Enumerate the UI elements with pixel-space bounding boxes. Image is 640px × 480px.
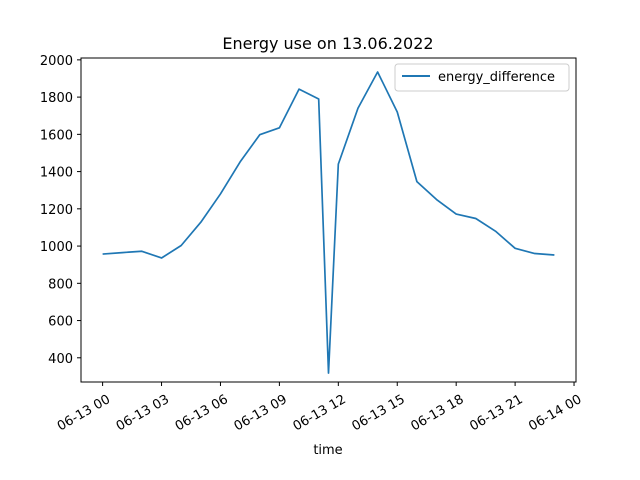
legend: energy_difference bbox=[394, 63, 570, 92]
x-tick-label: 06-13 15 bbox=[350, 392, 408, 434]
legend-box bbox=[394, 63, 570, 92]
plot-area bbox=[80, 57, 577, 383]
chart-title: Energy use on 13.06.2022 bbox=[222, 34, 433, 53]
y-tick-label: 800 bbox=[48, 277, 73, 292]
x-tick-label: 06-13 06 bbox=[173, 392, 231, 434]
y-axis: 400 600 800 1000 1200 1400 1600 1800 2000 bbox=[40, 54, 81, 367]
x-axis-label: time bbox=[313, 443, 342, 458]
y-tick-label: 2000 bbox=[40, 54, 73, 69]
y-tick-label: 1400 bbox=[40, 166, 73, 181]
x-axis: 06-13 00 06-13 03 06-13 06 06-13 09 06-13 12… bbox=[55, 382, 584, 434]
y-tick-label: 1600 bbox=[40, 128, 73, 143]
x-tick-label: 06-13 03 bbox=[114, 392, 172, 434]
x-tick-label: 06-13 09 bbox=[232, 392, 290, 434]
plot-frame bbox=[80, 57, 577, 383]
x-tick-label: 06-13 12 bbox=[291, 392, 349, 434]
y-tick-label: 1000 bbox=[40, 240, 73, 255]
y-tick-label: 400 bbox=[48, 352, 73, 367]
series-layer bbox=[102, 71, 555, 374]
series-line-energy-difference bbox=[102, 71, 555, 374]
x-tick-label: 06-13 00 bbox=[55, 392, 113, 434]
y-tick-label: 1800 bbox=[40, 91, 73, 106]
y-tick-label: 600 bbox=[48, 315, 73, 330]
legend-label: energy_difference bbox=[438, 70, 555, 85]
y-tick-label: 1200 bbox=[40, 203, 73, 218]
x-tick-label: 06-13 21 bbox=[467, 392, 525, 434]
x-tick-label: 06-13 18 bbox=[408, 392, 466, 434]
x-tick-label: 06-14 00 bbox=[526, 392, 584, 434]
